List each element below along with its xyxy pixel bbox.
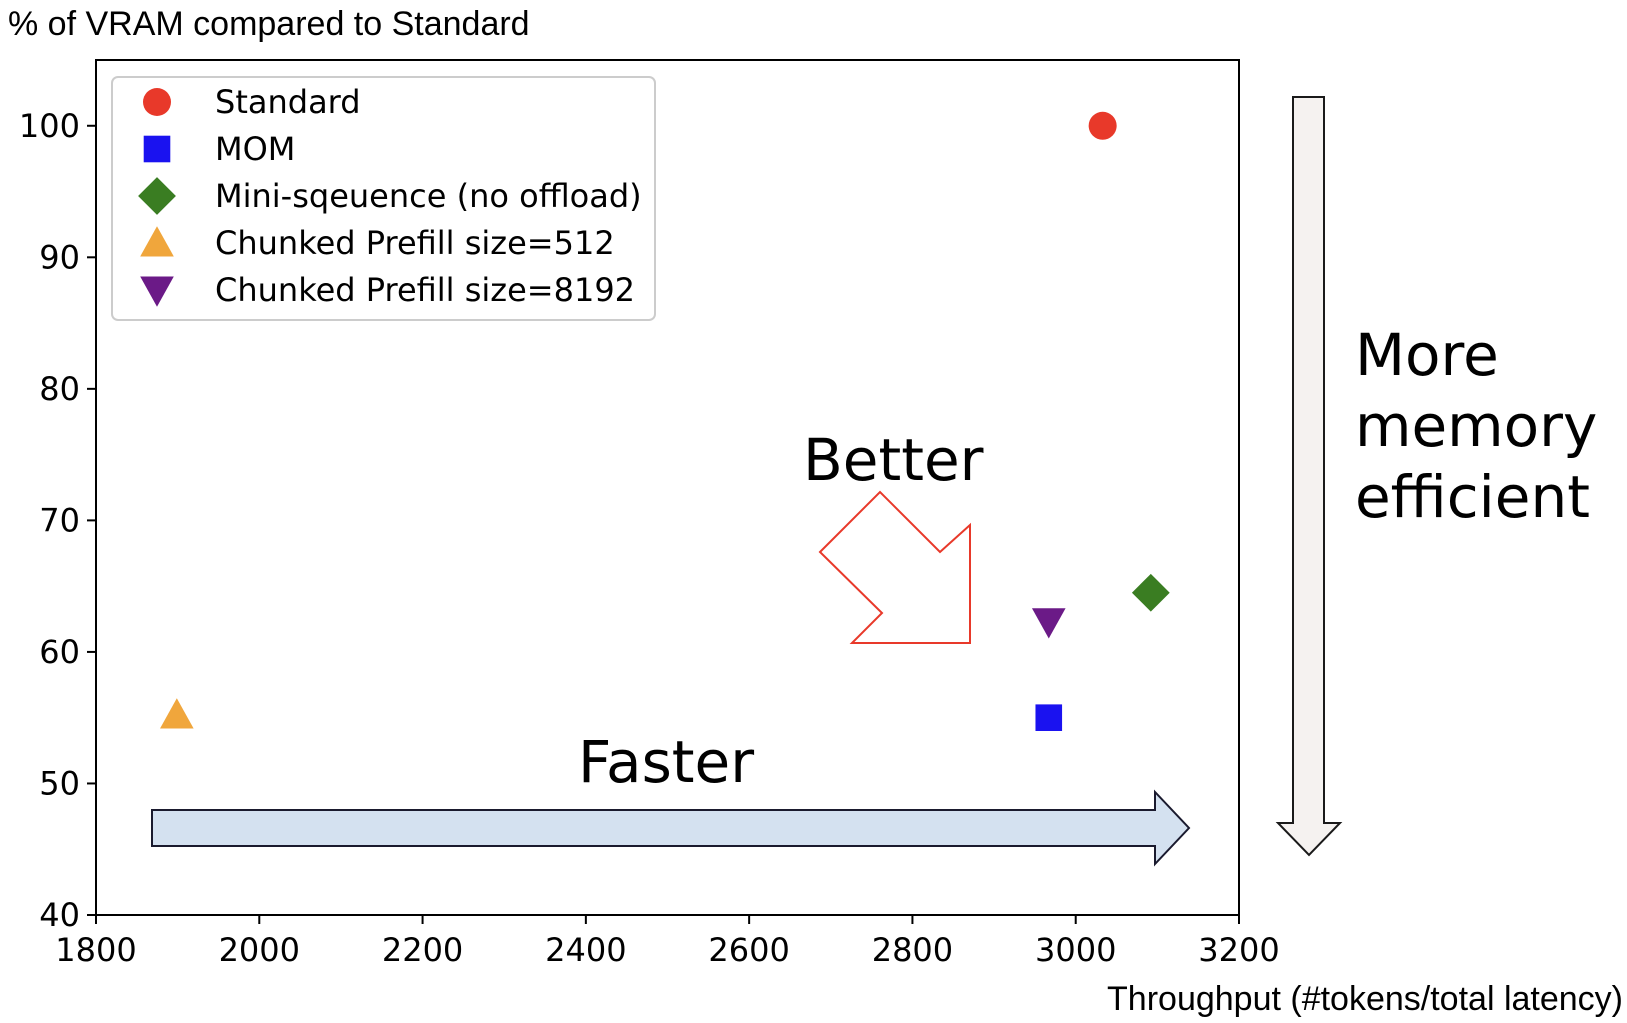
legend-label-mini-sqeuence-no-offload: Mini-sqeuence (no offload) bbox=[215, 177, 642, 215]
x-tick-label: 2600 bbox=[708, 931, 789, 969]
y-tick-label: 60 bbox=[39, 633, 80, 671]
x-tick-label: 2200 bbox=[382, 931, 463, 969]
memory-label-line-2: memory bbox=[1355, 392, 1597, 460]
x-tick-label: 3000 bbox=[1035, 931, 1116, 969]
legend-marker-chunked-prefill-size-512 bbox=[140, 226, 174, 257]
y-axis: 40 50 60 70 80 90 100 bbox=[19, 107, 96, 934]
x-axis: 1800 2000 2200 2400 2600 2800 3000 3200 bbox=[55, 915, 1280, 969]
memory-efficiency-arrow bbox=[1275, 96, 1343, 857]
legend-marker-standard bbox=[143, 88, 171, 116]
data-point-mom bbox=[1035, 704, 1063, 731]
x-tick-label: 2000 bbox=[219, 931, 300, 969]
y-tick-label: 90 bbox=[39, 238, 80, 276]
data-point-mini-sqeuence-no-offload bbox=[1131, 573, 1170, 612]
legend-box bbox=[111, 76, 656, 321]
memory-label-line-3: efficient bbox=[1355, 463, 1590, 531]
y-tick-label: 80 bbox=[39, 370, 80, 408]
data-point-chunked-prefill-size-8192 bbox=[1031, 608, 1066, 639]
legend-marker-mom bbox=[143, 135, 171, 163]
y-axis-label: % of VRAM compared to Standard bbox=[8, 5, 530, 43]
x-tick-label: 2400 bbox=[545, 931, 626, 969]
memory-label-line-1: More bbox=[1355, 321, 1499, 389]
legend-label-chunked-prefill-size-8192: Chunked Prefill size=8192 bbox=[215, 271, 635, 309]
x-tick-label: 3200 bbox=[1198, 931, 1279, 969]
legend-label-standard: Standard bbox=[215, 83, 361, 121]
plot-area bbox=[95, 59, 1240, 916]
better-arrow bbox=[818, 490, 971, 644]
data-markers bbox=[160, 111, 1170, 731]
legend-label-mom: MOM bbox=[215, 130, 295, 168]
x-tick-label: 1800 bbox=[55, 931, 136, 969]
legend-marker-mini-sqeuence-no-offload bbox=[138, 177, 176, 215]
faster-label: Faster bbox=[578, 728, 754, 796]
y-tick-label: 70 bbox=[39, 501, 80, 539]
y-tick-label: 40 bbox=[39, 896, 80, 934]
legend-marker-chunked-prefill-size-8192 bbox=[140, 276, 174, 307]
legend: Standard MOM Mini-sqeuence (no offload) Chu… bbox=[111, 76, 656, 321]
x-tick-label: 2800 bbox=[872, 931, 953, 969]
memory-label: More memory efficient bbox=[1355, 321, 1616, 531]
better-label: Better bbox=[803, 426, 984, 494]
x-axis-label: Throughput (#tokens/total latency) bbox=[1107, 980, 1623, 1018]
y-tick-label: 100 bbox=[19, 107, 80, 145]
legend-label-chunked-prefill-size-512: Chunked Prefill size=512 bbox=[215, 224, 615, 262]
faster-arrow bbox=[151, 789, 1191, 867]
y-tick-label: 50 bbox=[39, 764, 80, 802]
data-point-standard bbox=[1088, 111, 1117, 140]
data-point-chunked-prefill-size-512 bbox=[160, 698, 194, 729]
